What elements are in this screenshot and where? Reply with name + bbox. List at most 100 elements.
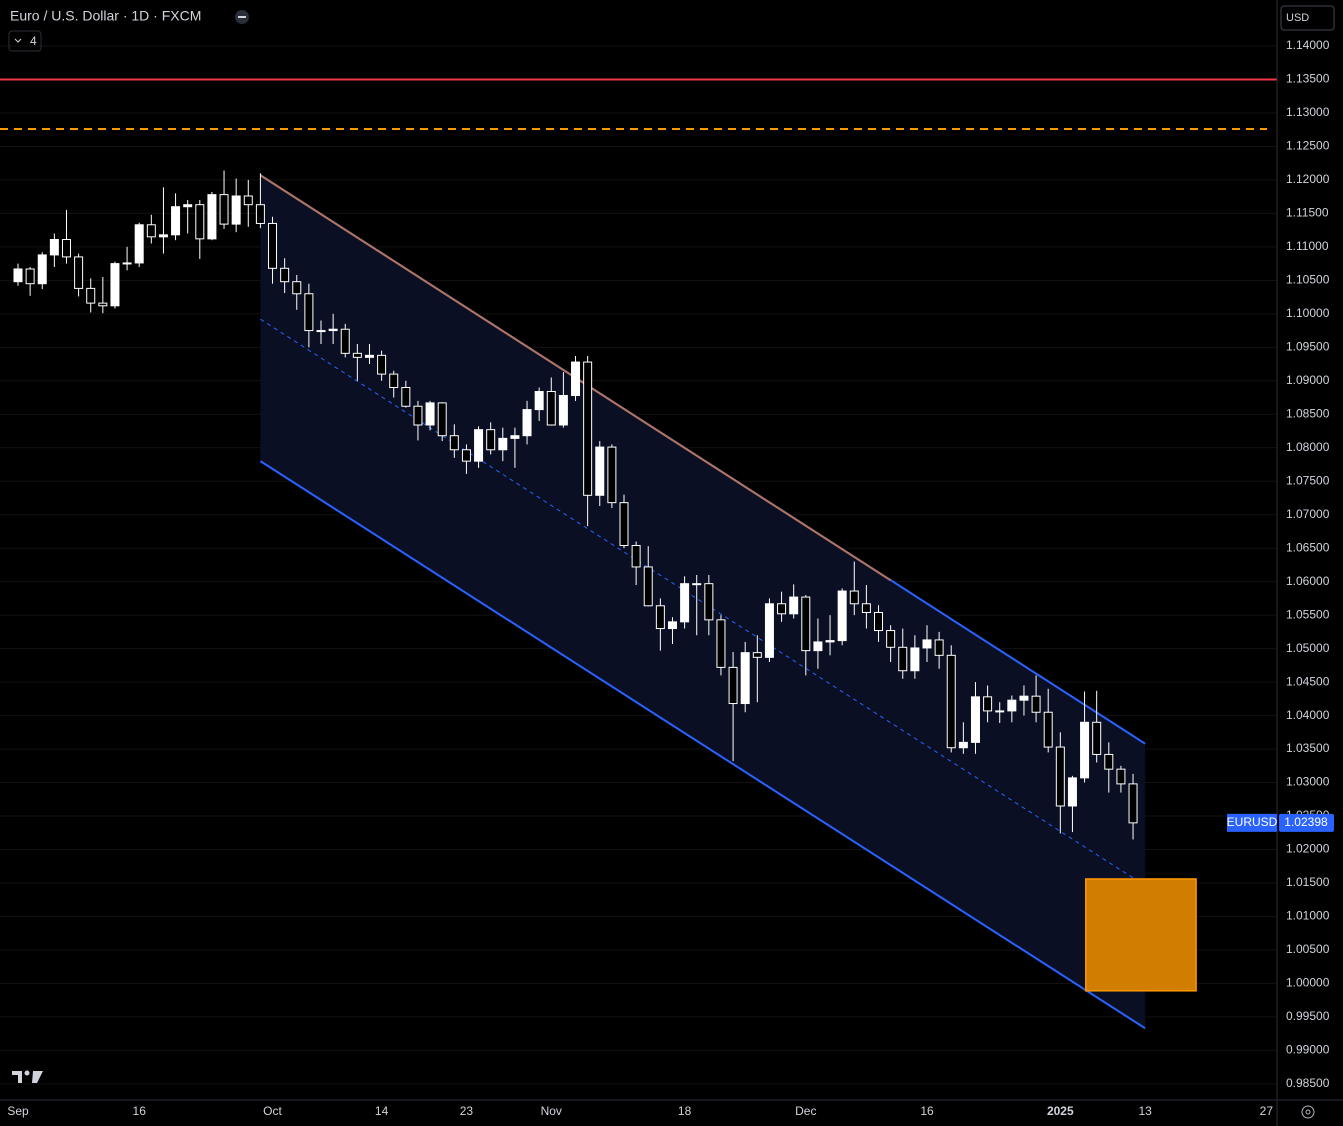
candle-body	[74, 256, 84, 289]
y-tick-label: 1.02000	[1286, 842, 1330, 856]
candle-body	[61, 239, 71, 258]
candle-body	[861, 603, 871, 613]
y-tick-label: 1.05000	[1286, 641, 1330, 655]
candle-body	[364, 354, 374, 358]
x-tick-label: Oct	[263, 1104, 282, 1118]
candle-body	[134, 224, 144, 264]
y-tick-label: 1.13000	[1286, 105, 1330, 119]
candle-body	[146, 224, 156, 238]
y-tick-label: 1.12000	[1286, 172, 1330, 186]
candle-body	[498, 437, 508, 451]
candle-body	[643, 566, 653, 607]
channel-middle	[260, 318, 1146, 887]
candles	[13, 170, 1138, 840]
candle-body	[110, 263, 120, 307]
y-tick-label: 1.08500	[1286, 406, 1330, 420]
candle-body	[510, 435, 520, 439]
candle-body	[13, 268, 23, 283]
y-tick-label: 1.09500	[1286, 339, 1330, 353]
logo-part	[12, 1071, 22, 1083]
x-tick-label: Nov	[541, 1104, 562, 1118]
candle-body	[534, 391, 544, 411]
candle-body	[280, 267, 290, 283]
candle-body	[425, 402, 435, 426]
candle-body	[243, 195, 253, 206]
logo-part	[24, 1070, 30, 1076]
y-tick-label: 1.07000	[1286, 507, 1330, 521]
candle-body	[207, 194, 217, 240]
candle-body	[1080, 721, 1090, 779]
y-tick-label: 1.01500	[1286, 875, 1330, 889]
last-price-tag	[1279, 813, 1334, 832]
y-tick-label: 0.99000	[1286, 1043, 1330, 1057]
candle-body	[655, 605, 665, 630]
y-tick-label: 1.08000	[1286, 440, 1330, 454]
legend-toggle-icon	[238, 16, 246, 18]
y-tick-label: 0.99500	[1286, 1009, 1330, 1023]
candle-body	[849, 590, 859, 605]
candle-body	[377, 354, 387, 375]
x-tick-label: 16	[920, 1104, 934, 1118]
candle-body	[692, 583, 702, 586]
candle-body	[934, 639, 944, 656]
x-tick-label: Dec	[795, 1104, 816, 1118]
candle-body	[886, 630, 896, 648]
candle-body	[583, 361, 593, 496]
logo-part	[32, 1071, 43, 1083]
y-tick-label: 1.05500	[1286, 607, 1330, 621]
y-tick-label: 1.10000	[1286, 306, 1330, 320]
candle-body	[219, 194, 229, 225]
settings-icon[interactable]	[1301, 1105, 1315, 1119]
candle-body	[183, 204, 193, 208]
channel-lower	[259, 460, 1146, 1030]
candle-body	[304, 293, 314, 332]
y-tick-label: 0.98500	[1286, 1076, 1330, 1090]
symbol-tag	[1227, 813, 1277, 832]
candle-body	[37, 254, 47, 285]
candle-body	[328, 328, 338, 332]
y-tick-label: 1.12500	[1286, 139, 1330, 153]
y-tick-label: 1.11000	[1286, 239, 1329, 253]
candle-body	[946, 654, 956, 749]
candle-body	[680, 583, 690, 623]
candle-body	[316, 330, 326, 333]
candle-body	[1067, 777, 1077, 807]
x-tick-label: 13	[1138, 1104, 1152, 1118]
y-tick-label: 1.03500	[1286, 741, 1330, 755]
x-tick-label: 14	[375, 1104, 389, 1118]
candle-body	[898, 646, 908, 672]
last-price-label: 1.02398	[1284, 815, 1328, 829]
candle-body	[619, 502, 629, 547]
candle-body	[595, 446, 605, 496]
candle-body	[1007, 699, 1017, 712]
indicator-button[interactable]	[8, 30, 42, 52]
y-tick-label: 1.01000	[1286, 909, 1330, 923]
tradingview-logo	[12, 1070, 43, 1083]
candle-body	[631, 545, 641, 568]
candle-body	[292, 281, 302, 295]
candle-body	[571, 361, 581, 397]
candle-body	[122, 262, 132, 265]
x-tick-label: 23	[460, 1104, 474, 1118]
y-tick-label: 1.06000	[1286, 574, 1330, 588]
x-tick-label: 18	[678, 1104, 692, 1118]
candle-body	[607, 446, 617, 504]
candle-body	[740, 652, 750, 705]
candle-body	[437, 402, 447, 437]
candle-body	[158, 234, 168, 238]
candle-body	[922, 639, 932, 649]
currency-button[interactable]	[1280, 5, 1335, 31]
chart-title: Euro / U.S. Dollar · 1D · FXCM	[10, 8, 201, 24]
candle-body	[777, 603, 787, 615]
symbol-label: EURUSD	[1227, 815, 1278, 829]
candle-body	[340, 328, 350, 354]
x-tick-label: 16	[133, 1104, 147, 1118]
target-zone	[1085, 878, 1197, 992]
price-axis: 1.14000 1.13500 1.13000 1.12500 1.12000 1.115…	[1286, 38, 1330, 1090]
x-tick-label: 27	[1260, 1104, 1274, 1118]
y-tick-label: 1.06500	[1286, 540, 1330, 554]
candle-body	[995, 710, 1005, 713]
y-tick-label: 1.07500	[1286, 473, 1330, 487]
candle-body	[413, 405, 423, 426]
